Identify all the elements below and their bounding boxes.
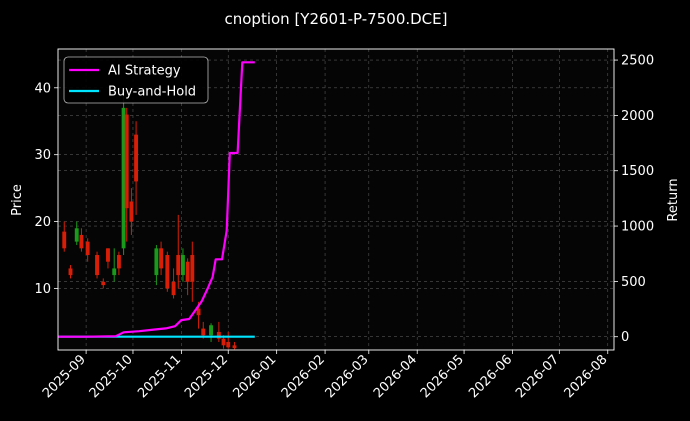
candle-body: [101, 281, 106, 286]
y-axis-left-label: Price: [10, 184, 25, 216]
candle-body: [180, 255, 185, 276]
candle-body: [62, 231, 67, 249]
candle-body: [221, 338, 226, 346]
candle-body: [185, 261, 190, 282]
candle-body: [159, 248, 164, 269]
candle-body: [129, 201, 134, 222]
ai-strategy-line: [58, 61, 255, 338]
candle-body: [216, 331, 221, 339]
candle-body: [74, 228, 79, 242]
candlesticks: [62, 94, 237, 350]
candle-body: [121, 107, 126, 249]
series-lines: [58, 61, 255, 338]
candle-body: [124, 114, 129, 209]
y-right-tick-label: 2000: [621, 109, 654, 124]
candle-body: [171, 281, 176, 296]
y-left-tick-label: 20: [34, 215, 51, 230]
candle-body: [209, 325, 214, 336]
chart-title: cnoption [Y2601-P-7500.DCE]: [225, 10, 448, 28]
candle-body: [165, 255, 170, 289]
candle-body: [112, 268, 117, 276]
candle-body: [79, 234, 84, 249]
candle-body: [226, 341, 231, 348]
y-right-tick-label: 500: [621, 275, 646, 290]
y-right-tick-label: 1500: [621, 164, 654, 179]
candle-body: [95, 255, 99, 276]
candle-body: [201, 328, 206, 336]
y-right-tick-label: 1000: [621, 220, 654, 235]
y-axis-right-label: Return: [666, 178, 681, 221]
candle-body: [134, 134, 139, 182]
y-right-tick-label: 2500: [621, 54, 654, 69]
plot-frame: [57, 48, 615, 351]
legend-label: AI Strategy: [108, 64, 181, 79]
candle-body: [196, 308, 201, 316]
candle-body: [232, 345, 237, 348]
y-right-tick-label: 0: [621, 330, 629, 345]
candle-body: [106, 248, 110, 262]
y-left-tick-label: 10: [34, 282, 51, 297]
candle-body: [68, 268, 73, 276]
candle-body: [176, 255, 181, 276]
legend-label: Buy-and-Hold: [108, 85, 196, 100]
candle-body: [154, 248, 159, 276]
y-left-tick-label: 30: [34, 148, 51, 163]
y-left-tick-label: 40: [34, 81, 51, 96]
legend-box: [63, 56, 209, 104]
candle-body: [85, 241, 90, 256]
candle-body: [116, 255, 121, 269]
legend: AI Strategy Buy-and-Hold: [63, 56, 209, 104]
candle-body: [190, 255, 195, 282]
grid: [58, 49, 614, 350]
